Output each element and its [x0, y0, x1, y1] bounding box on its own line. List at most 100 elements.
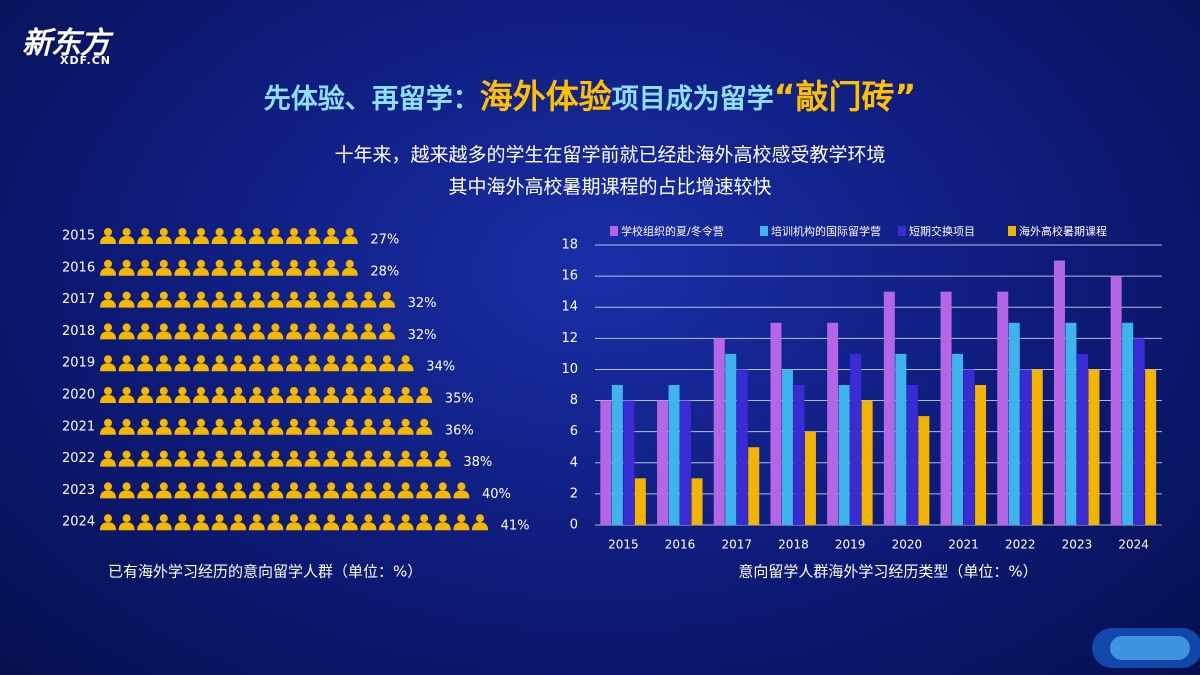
- legend-swatch: [610, 226, 618, 236]
- bar: [1110, 276, 1122, 525]
- bar: [668, 385, 680, 525]
- person-icon-head: [290, 228, 298, 236]
- person-icon-head: [178, 418, 187, 427]
- logo-sub: XDF.CN: [60, 54, 111, 67]
- person-icon-head: [178, 355, 187, 364]
- person-icon-head: [122, 387, 131, 395]
- person-icon-body: [323, 299, 340, 308]
- person-icon-head: [383, 418, 391, 427]
- person-icon-body: [453, 490, 470, 499]
- person-icon-body: [100, 395, 116, 403]
- person-icon-head: [215, 514, 224, 523]
- person-icon-body: [137, 363, 154, 372]
- person-icon-body: [434, 490, 451, 499]
- person-icon-head: [345, 418, 354, 427]
- person-icon-head: [252, 259, 261, 268]
- person-icon-head: [252, 482, 261, 491]
- bar: [1053, 260, 1065, 525]
- value-label: 32%: [408, 328, 437, 343]
- person-icon-head: [271, 450, 280, 459]
- person-icon-head: [122, 323, 131, 332]
- bar: [657, 400, 669, 525]
- person-icon-head: [159, 418, 168, 427]
- person-icon-head: [252, 323, 261, 332]
- person-icon-body: [286, 236, 302, 244]
- person-icon-body: [118, 299, 135, 308]
- person-icon-head: [438, 450, 447, 459]
- person-icon-body: [360, 299, 377, 308]
- person-icon-body: [304, 236, 321, 244]
- person-icon-head: [234, 355, 243, 364]
- y-tick-label: 16: [561, 269, 578, 284]
- person-icon-head: [271, 482, 280, 491]
- person-icon-body: [248, 363, 265, 372]
- person-icon-head: [104, 355, 112, 364]
- person-icon-head: [197, 482, 205, 491]
- person-icon-body: [286, 299, 302, 308]
- legend-label: 学校组织的夏/冬令营: [621, 224, 724, 238]
- person-icon-head: [364, 323, 373, 332]
- person-icon-head: [252, 228, 261, 236]
- person-icon-body: [118, 490, 135, 499]
- person-icon-body: [323, 426, 340, 435]
- person-icon-head: [178, 291, 187, 300]
- person-icon-head: [159, 387, 168, 395]
- person-icon-head: [308, 355, 317, 364]
- person-icon-head: [383, 450, 391, 459]
- bar: [634, 478, 646, 525]
- person-icon-head: [364, 387, 373, 395]
- x-tick-label: 2022: [1005, 538, 1036, 552]
- bar: [952, 353, 964, 525]
- person-icon-body: [341, 267, 358, 276]
- person-icon-head: [178, 323, 187, 332]
- person-icon-head: [364, 355, 373, 364]
- person-icon-body: [118, 395, 135, 403]
- person-icon-body: [155, 331, 172, 340]
- person-icon-body: [137, 522, 154, 531]
- person-icon-body: [193, 426, 209, 435]
- bar: [736, 369, 748, 525]
- person-icon-head: [197, 228, 205, 236]
- person-icon-head: [327, 514, 336, 523]
- person-icon-body: [379, 458, 395, 467]
- person-icon-body: [453, 522, 470, 531]
- person-icon-head: [104, 482, 112, 491]
- person-icon-head: [159, 291, 168, 300]
- person-icon-head: [401, 387, 410, 395]
- person-icon-body: [211, 236, 228, 244]
- bar: [940, 291, 952, 525]
- y-tick-label: 4: [570, 455, 578, 470]
- legend-label: 培训机构的国际留学营: [771, 224, 881, 238]
- bar: [997, 291, 1009, 525]
- person-icon-head: [457, 482, 466, 491]
- subtitle: 十年来，越来越多的学生在留学前就已经赴海外高校感受教学环境: [334, 144, 886, 166]
- person-icon-head: [364, 514, 373, 523]
- person-icon-body: [341, 522, 358, 531]
- person-icon-head: [178, 482, 187, 491]
- icon-row: [100, 482, 470, 499]
- person-icon-head: [104, 450, 112, 459]
- person-icon-body: [137, 267, 154, 276]
- person-icon-head: [327, 259, 336, 268]
- bar: [748, 447, 760, 525]
- person-icon-head: [159, 259, 168, 268]
- person-icon-head: [104, 387, 112, 395]
- person-icon-head: [197, 291, 205, 300]
- person-icon-head: [476, 514, 484, 523]
- value-label: 34%: [426, 360, 455, 375]
- person-icon-head: [327, 387, 336, 395]
- person-icon-head: [141, 482, 150, 491]
- person-icon-head: [327, 291, 336, 300]
- person-icon-head: [252, 291, 261, 300]
- person-icon-body: [360, 363, 377, 372]
- person-icon-head: [215, 259, 224, 268]
- year-label: 2021: [62, 419, 95, 434]
- person-icon-head: [401, 450, 410, 459]
- person-icon-body: [193, 299, 209, 308]
- person-icon-head: [271, 259, 280, 268]
- person-icon-head: [364, 418, 373, 427]
- person-icon-body: [286, 490, 302, 499]
- person-icon-head: [438, 514, 447, 523]
- person-icon-head: [290, 482, 298, 491]
- bar: [895, 353, 907, 525]
